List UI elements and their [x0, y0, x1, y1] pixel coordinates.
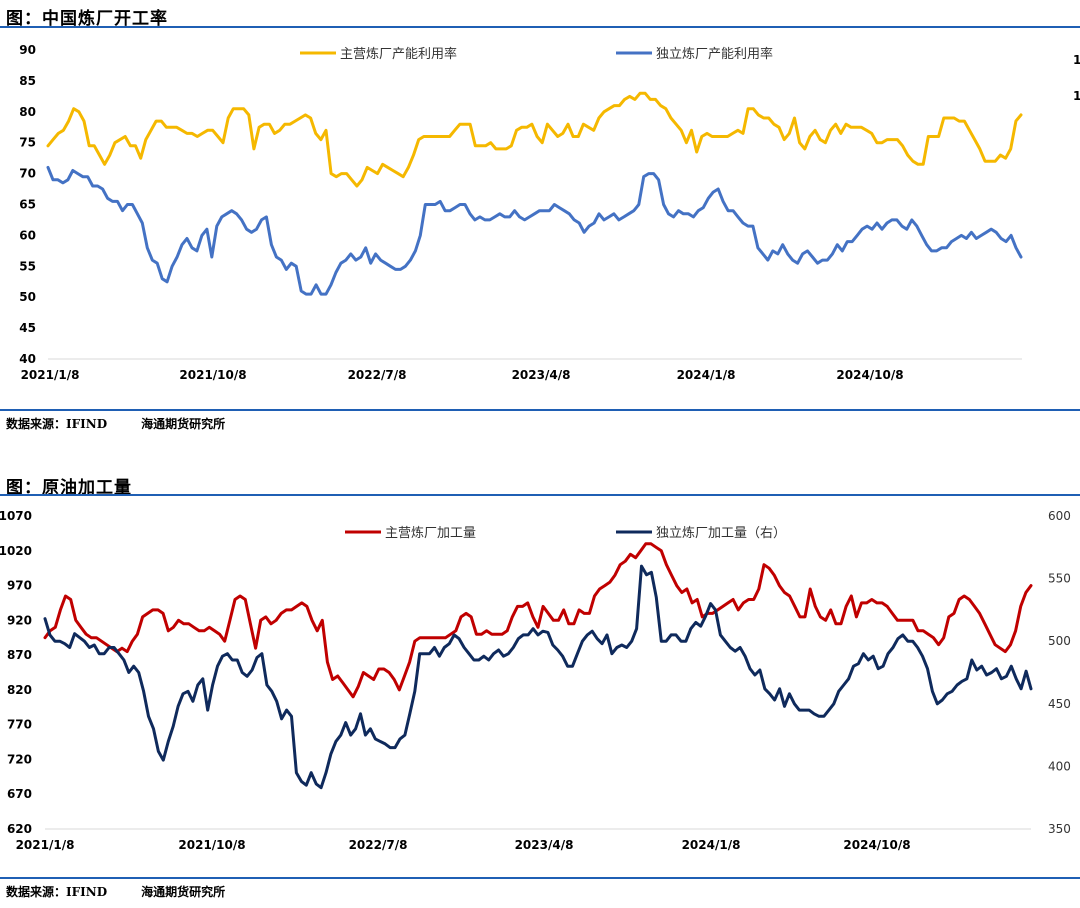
chart2-y-tick-label: 770 [7, 718, 32, 732]
chart2-y-tick-label: 970 [7, 579, 32, 593]
chart2-source: 数据来源：IFIND 海通期货研究所 [6, 883, 259, 900]
chart2-legend-label-2: 独立炼厂加工量（右） [656, 526, 786, 541]
chart2-y2-tick-label: 550 [1048, 572, 1071, 586]
chart1-series-line-2 [46, 165, 1023, 296]
chart2-x-tick-label: 2022/7/8 [349, 838, 408, 852]
chart1-y-tick-label: 70 [19, 167, 36, 181]
chart2-y2-tick-label: 600 [1048, 509, 1071, 523]
chart2-series-line-2 [43, 564, 1033, 790]
chart2-y-tick-label: 670 [7, 787, 32, 801]
chart1-y-tick-label: 60 [19, 228, 36, 242]
chart1-legend-label-2: 独立炼厂产能利用率 [656, 46, 773, 62]
chart2-x-tick-label: 2024/1/8 [682, 838, 741, 852]
chart1-y-tick-label: 80 [19, 105, 36, 119]
chart1-x-tick-label: 2023/4/8 [512, 368, 571, 382]
chart2-y2-tick-label: 450 [1048, 697, 1071, 711]
chart1-y-tick-label: 40 [19, 352, 36, 366]
chart2-x-tick-label: 2024/10/8 [843, 838, 910, 852]
chart1-y-tick-label: 75 [19, 136, 36, 150]
chart1-x-tick-label: 2021/10/8 [179, 368, 246, 382]
chart1-legend-label-1: 主营炼厂产能利用率 [340, 46, 457, 62]
chart2-top-rule [0, 494, 1080, 496]
chart2-y-tick-label: 870 [7, 648, 32, 662]
chart1-top-rule [0, 26, 1080, 28]
chart1-x-tick-label: 2022/7/8 [348, 368, 407, 382]
chart2-x-tick-label: 2021/10/8 [178, 838, 245, 852]
chart1-x-tick-label: 2024/10/8 [836, 368, 903, 382]
chart2-y2-tick-label: 400 [1048, 759, 1071, 773]
chart1-y-tick-label: 50 [19, 290, 36, 304]
chart1-y-tick-label: 85 [19, 74, 36, 88]
chart1-x-tick-label: 2021/1/8 [21, 368, 80, 382]
chart1-y-tick-label: 45 [19, 321, 36, 335]
chart1-x-tick-label: 2024/1/8 [677, 368, 736, 382]
chart2-y2-tick-label: 500 [1048, 634, 1071, 648]
chart2-source-label: 数据来源：IFIND [6, 885, 108, 899]
chart1-source-org: 海通期货研究所 [141, 417, 226, 431]
chart2-y-tick-label: 620 [7, 822, 32, 836]
chart2-y-tick-label: 820 [7, 683, 32, 697]
chart2-title: 图：原油加工量 [6, 478, 132, 498]
chart1-y-tick-label: 65 [19, 198, 36, 212]
chart2-source-org: 海通期货研究所 [141, 885, 226, 899]
chart2-series-line-1 [43, 542, 1033, 699]
chart2-x-tick-label: 2021/1/8 [16, 838, 75, 852]
chart2-y-tick-label: 1070 [0, 509, 32, 523]
chart1-y-tick-label: 90 [19, 43, 36, 57]
chart1-y2-partial-label: 1 [1073, 89, 1080, 103]
chart1-source-label: 数据来源：IFIND [6, 417, 108, 431]
chart2-y-tick-label: 720 [7, 752, 32, 766]
chart1-y-tick-label: 55 [19, 259, 36, 273]
chart1-series-line-1 [46, 91, 1023, 188]
chart1-source: 数据来源：IFIND 海通期货研究所 [6, 415, 259, 432]
chart2-plot: 620 670 720 770 820 870 920 970 1020 1070 350 400 45… [0, 509, 1071, 852]
chart2-y2-tick-label: 350 [1048, 822, 1071, 836]
chart2-bottom-rule [0, 877, 1080, 879]
chart2-y-tick-label: 1020 [0, 544, 32, 558]
chart1-title: 图：中国炼厂开工率 [6, 9, 168, 29]
chart1-bottom-rule [0, 409, 1080, 411]
chart1-y2-partial-label: 1 [1073, 53, 1080, 67]
chart2-x-tick-label: 2023/4/8 [515, 838, 574, 852]
chart2-y-tick-label: 920 [7, 613, 32, 627]
chart1-plot: 40 45 50 55 60 65 70 75 80 85 90 1 1 2021/1/8 2021/10/… [19, 43, 1080, 382]
chart2-legend-label-1: 主营炼厂加工量 [385, 526, 476, 541]
